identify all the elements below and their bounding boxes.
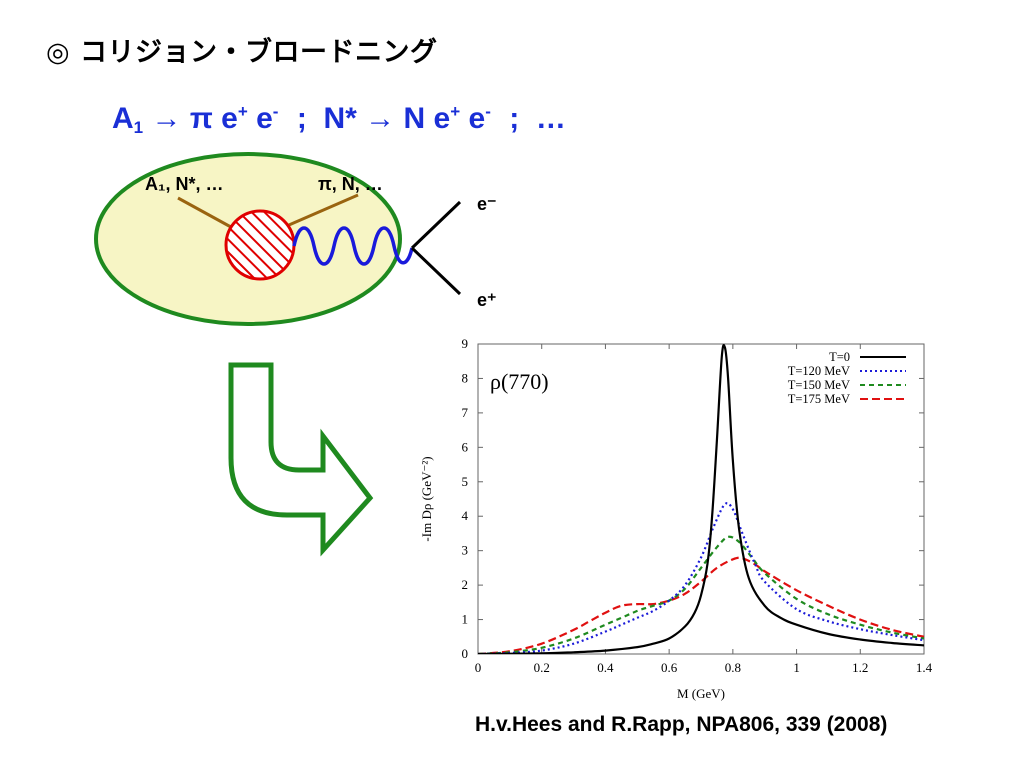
electron-label: e⁻ bbox=[477, 194, 497, 214]
electron-line bbox=[410, 200, 462, 250]
hadron-label-left: A₁, N*, … bbox=[145, 174, 223, 194]
series-group bbox=[478, 344, 924, 654]
electron-symbol: e bbox=[468, 102, 486, 135]
positron-symbol: e bbox=[221, 102, 238, 135]
x-tick-label: 1.4 bbox=[916, 660, 933, 675]
legend-label: T=120 MeV bbox=[788, 364, 850, 378]
positron-symbol: e bbox=[433, 102, 451, 135]
x-tick-label: 1 bbox=[793, 660, 800, 675]
x-tick-label: 0.8 bbox=[725, 660, 741, 675]
minus-superscript: - bbox=[485, 102, 491, 121]
legend-label: T=175 MeV bbox=[788, 392, 850, 406]
a1-symbol: A bbox=[112, 102, 134, 135]
positron-line bbox=[410, 246, 462, 296]
ellipsis: … bbox=[535, 102, 566, 135]
y-tick-label: 6 bbox=[462, 439, 469, 454]
x-axis-label: M (GeV) bbox=[677, 686, 725, 701]
axis-ticks: 0 0.2 0.4 0.6 0.8 1 1.2 1.4 0 1 2 3 4 5 6 7 8 9 bbox=[462, 336, 933, 675]
plus-superscript: + bbox=[450, 102, 461, 121]
arrow-symbol: → bbox=[365, 102, 396, 135]
y-tick-label: 1 bbox=[462, 612, 469, 627]
citation: H.v.Hees and R.Rapp, NPA806, 339 (2008) bbox=[475, 713, 888, 736]
legend-label: T=150 MeV bbox=[788, 378, 850, 392]
separator: ; bbox=[296, 102, 307, 135]
x-tick-label: 0 bbox=[475, 660, 482, 675]
pi-symbol: π bbox=[189, 102, 213, 135]
series-line-2 bbox=[478, 535, 924, 654]
x-tick-label: 0.2 bbox=[534, 660, 550, 675]
y-tick-label: 2 bbox=[462, 577, 469, 592]
slide-title: ◎ コリジョン・ブロードニング bbox=[46, 37, 438, 68]
series-line-0 bbox=[478, 344, 924, 654]
y-axis-label: -Im Dρ (GeV⁻²) bbox=[419, 456, 434, 541]
legend-label: T=0 bbox=[829, 350, 850, 364]
y-tick-label: 8 bbox=[462, 370, 469, 385]
x-tick-label: 0.6 bbox=[661, 660, 678, 675]
interaction-blob bbox=[224, 209, 296, 281]
spectral-function-chart: 0 0.2 0.4 0.6 0.8 1 1.2 1.4 0 1 2 3 4 5 6 7 8 9 ρ(770) M … bbox=[419, 336, 933, 701]
nstar-symbol: N* bbox=[323, 102, 357, 135]
plot-frame bbox=[477, 343, 925, 655]
y-tick-label: 3 bbox=[462, 543, 469, 558]
outgoing-hadron-line bbox=[281, 193, 359, 230]
reaction-equation: A1 → π e+ e- ; N* → N e+ e- ; … bbox=[112, 102, 566, 138]
positron-label: e⁺ bbox=[477, 290, 497, 310]
y-tick-label: 0 bbox=[462, 646, 469, 661]
collision-diagram: A₁, N*, … π, N, … e⁻ e⁺ bbox=[94, 152, 497, 326]
y-tick-label: 5 bbox=[462, 474, 469, 489]
y-tick-label: 7 bbox=[462, 405, 469, 420]
nucleon-symbol: N bbox=[403, 102, 426, 135]
virtual-photon-wave bbox=[292, 226, 414, 266]
y-tick-label: 4 bbox=[462, 508, 469, 523]
series-line-3 bbox=[478, 556, 924, 654]
x-tick-label: 1.2 bbox=[852, 660, 868, 675]
y-tick-label: 9 bbox=[462, 336, 469, 351]
a1-subscript: 1 bbox=[133, 118, 144, 137]
chart-title: ρ(770) bbox=[490, 369, 549, 394]
separator: ; bbox=[509, 102, 520, 135]
electron-symbol: e bbox=[256, 102, 273, 135]
plus-superscript: + bbox=[237, 102, 248, 121]
x-tick-label: 0.4 bbox=[597, 660, 614, 675]
incoming-hadron-line bbox=[177, 196, 241, 234]
bent-arrow bbox=[228, 362, 374, 557]
arrow-symbol: → bbox=[151, 102, 182, 135]
minus-superscript: - bbox=[272, 102, 279, 121]
hadron-label-right: π, N, … bbox=[318, 174, 383, 194]
